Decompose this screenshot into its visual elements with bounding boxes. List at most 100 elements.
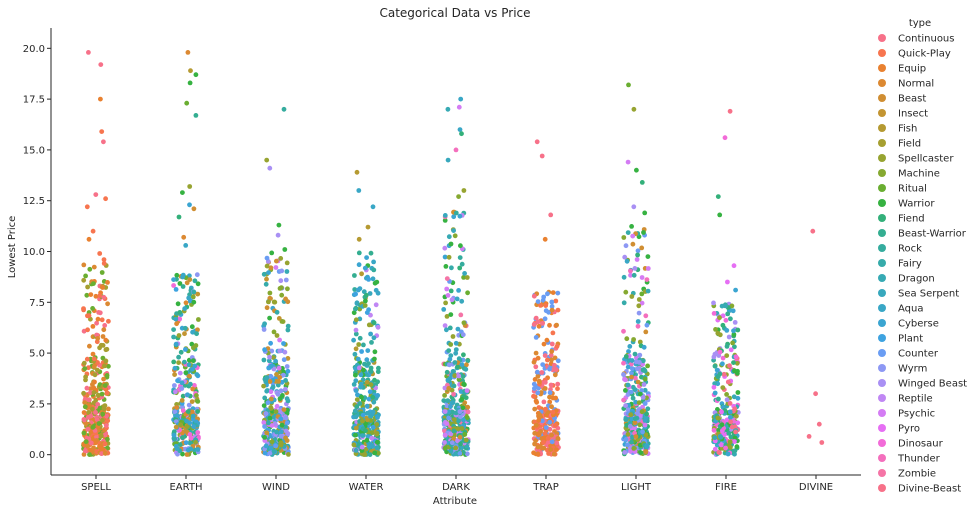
data-point bbox=[364, 310, 370, 315]
data-point bbox=[194, 372, 200, 377]
data-point bbox=[274, 309, 280, 315]
data-point bbox=[273, 358, 278, 364]
data-point bbox=[717, 332, 723, 338]
data-point bbox=[191, 206, 197, 212]
data-point bbox=[465, 409, 471, 415]
data-point bbox=[450, 334, 456, 339]
data-point bbox=[732, 435, 738, 441]
data-point bbox=[625, 382, 631, 388]
legend-entry: Warrior bbox=[898, 199, 935, 210]
data-point bbox=[264, 255, 270, 261]
data-point bbox=[285, 368, 291, 374]
data-point bbox=[356, 262, 362, 268]
data-point bbox=[359, 444, 365, 450]
data-point bbox=[195, 281, 201, 287]
data-point bbox=[193, 440, 199, 445]
data-point bbox=[274, 372, 279, 377]
data-point bbox=[461, 352, 466, 358]
legend-entry: Insect bbox=[898, 109, 928, 120]
data-point bbox=[268, 396, 274, 402]
data-point bbox=[621, 274, 627, 280]
data-point bbox=[717, 349, 723, 355]
data-point bbox=[191, 358, 196, 364]
data-point bbox=[177, 281, 183, 286]
data-point bbox=[442, 213, 448, 218]
data-point bbox=[451, 214, 457, 220]
data-point bbox=[722, 135, 728, 141]
data-point bbox=[632, 416, 638, 422]
data-point bbox=[724, 417, 730, 423]
data-point bbox=[625, 407, 631, 413]
data-point bbox=[283, 277, 289, 283]
data-point bbox=[186, 402, 192, 408]
data-point bbox=[102, 323, 108, 328]
legend-marker bbox=[878, 79, 886, 87]
data-point bbox=[194, 272, 200, 278]
data-point bbox=[176, 354, 182, 360]
data-point bbox=[448, 288, 454, 294]
data-point bbox=[375, 324, 381, 330]
data-point bbox=[733, 354, 739, 360]
data-point bbox=[179, 380, 185, 386]
data-point bbox=[83, 377, 88, 383]
data-point bbox=[262, 450, 268, 456]
data-point bbox=[642, 210, 648, 216]
data-point bbox=[368, 312, 373, 318]
data-point bbox=[173, 424, 179, 430]
data-point bbox=[358, 381, 364, 387]
data-point bbox=[458, 389, 464, 394]
data-point bbox=[631, 204, 637, 210]
data-point bbox=[280, 393, 285, 398]
data-point bbox=[531, 293, 537, 299]
data-point bbox=[444, 286, 450, 292]
data-point bbox=[635, 366, 640, 372]
data-point bbox=[635, 248, 641, 254]
data-point bbox=[268, 363, 274, 369]
data-point bbox=[101, 376, 106, 382]
data-point bbox=[368, 250, 374, 256]
data-point bbox=[548, 382, 554, 388]
data-point bbox=[183, 243, 189, 248]
data-point bbox=[453, 347, 459, 352]
data-point bbox=[99, 270, 105, 275]
data-point bbox=[186, 362, 192, 368]
data-point bbox=[269, 439, 275, 445]
data-point bbox=[542, 380, 548, 385]
data-point bbox=[727, 363, 732, 369]
legend-entry: Fairy bbox=[898, 259, 922, 270]
data-point bbox=[278, 442, 284, 448]
data-point bbox=[442, 445, 448, 451]
data-point bbox=[554, 440, 560, 446]
data-point bbox=[451, 228, 456, 234]
data-point bbox=[374, 439, 380, 445]
data-point bbox=[535, 369, 540, 375]
data-point bbox=[353, 327, 359, 333]
data-point bbox=[448, 241, 454, 247]
data-point bbox=[456, 104, 462, 110]
data-point bbox=[268, 406, 274, 411]
data-point bbox=[186, 295, 192, 301]
data-point bbox=[545, 291, 550, 297]
data-point bbox=[554, 343, 560, 349]
data-point bbox=[261, 357, 267, 363]
data-point bbox=[806, 434, 812, 439]
data-point bbox=[95, 392, 101, 398]
data-point bbox=[359, 394, 364, 400]
data-point bbox=[550, 409, 556, 415]
data-point bbox=[363, 428, 368, 433]
data-point bbox=[547, 366, 552, 372]
data-point bbox=[627, 423, 633, 429]
data-point bbox=[100, 343, 106, 348]
data-point bbox=[90, 406, 95, 412]
data-point bbox=[285, 323, 291, 329]
data-point bbox=[449, 297, 455, 303]
data-point bbox=[536, 378, 542, 384]
data-point bbox=[552, 355, 558, 361]
data-point bbox=[278, 278, 284, 284]
data-point bbox=[553, 367, 558, 372]
data-point bbox=[83, 273, 88, 279]
data-point bbox=[375, 393, 381, 398]
legend-entry: Wyrm bbox=[898, 364, 927, 375]
data-point bbox=[356, 342, 362, 347]
data-point bbox=[635, 319, 641, 324]
